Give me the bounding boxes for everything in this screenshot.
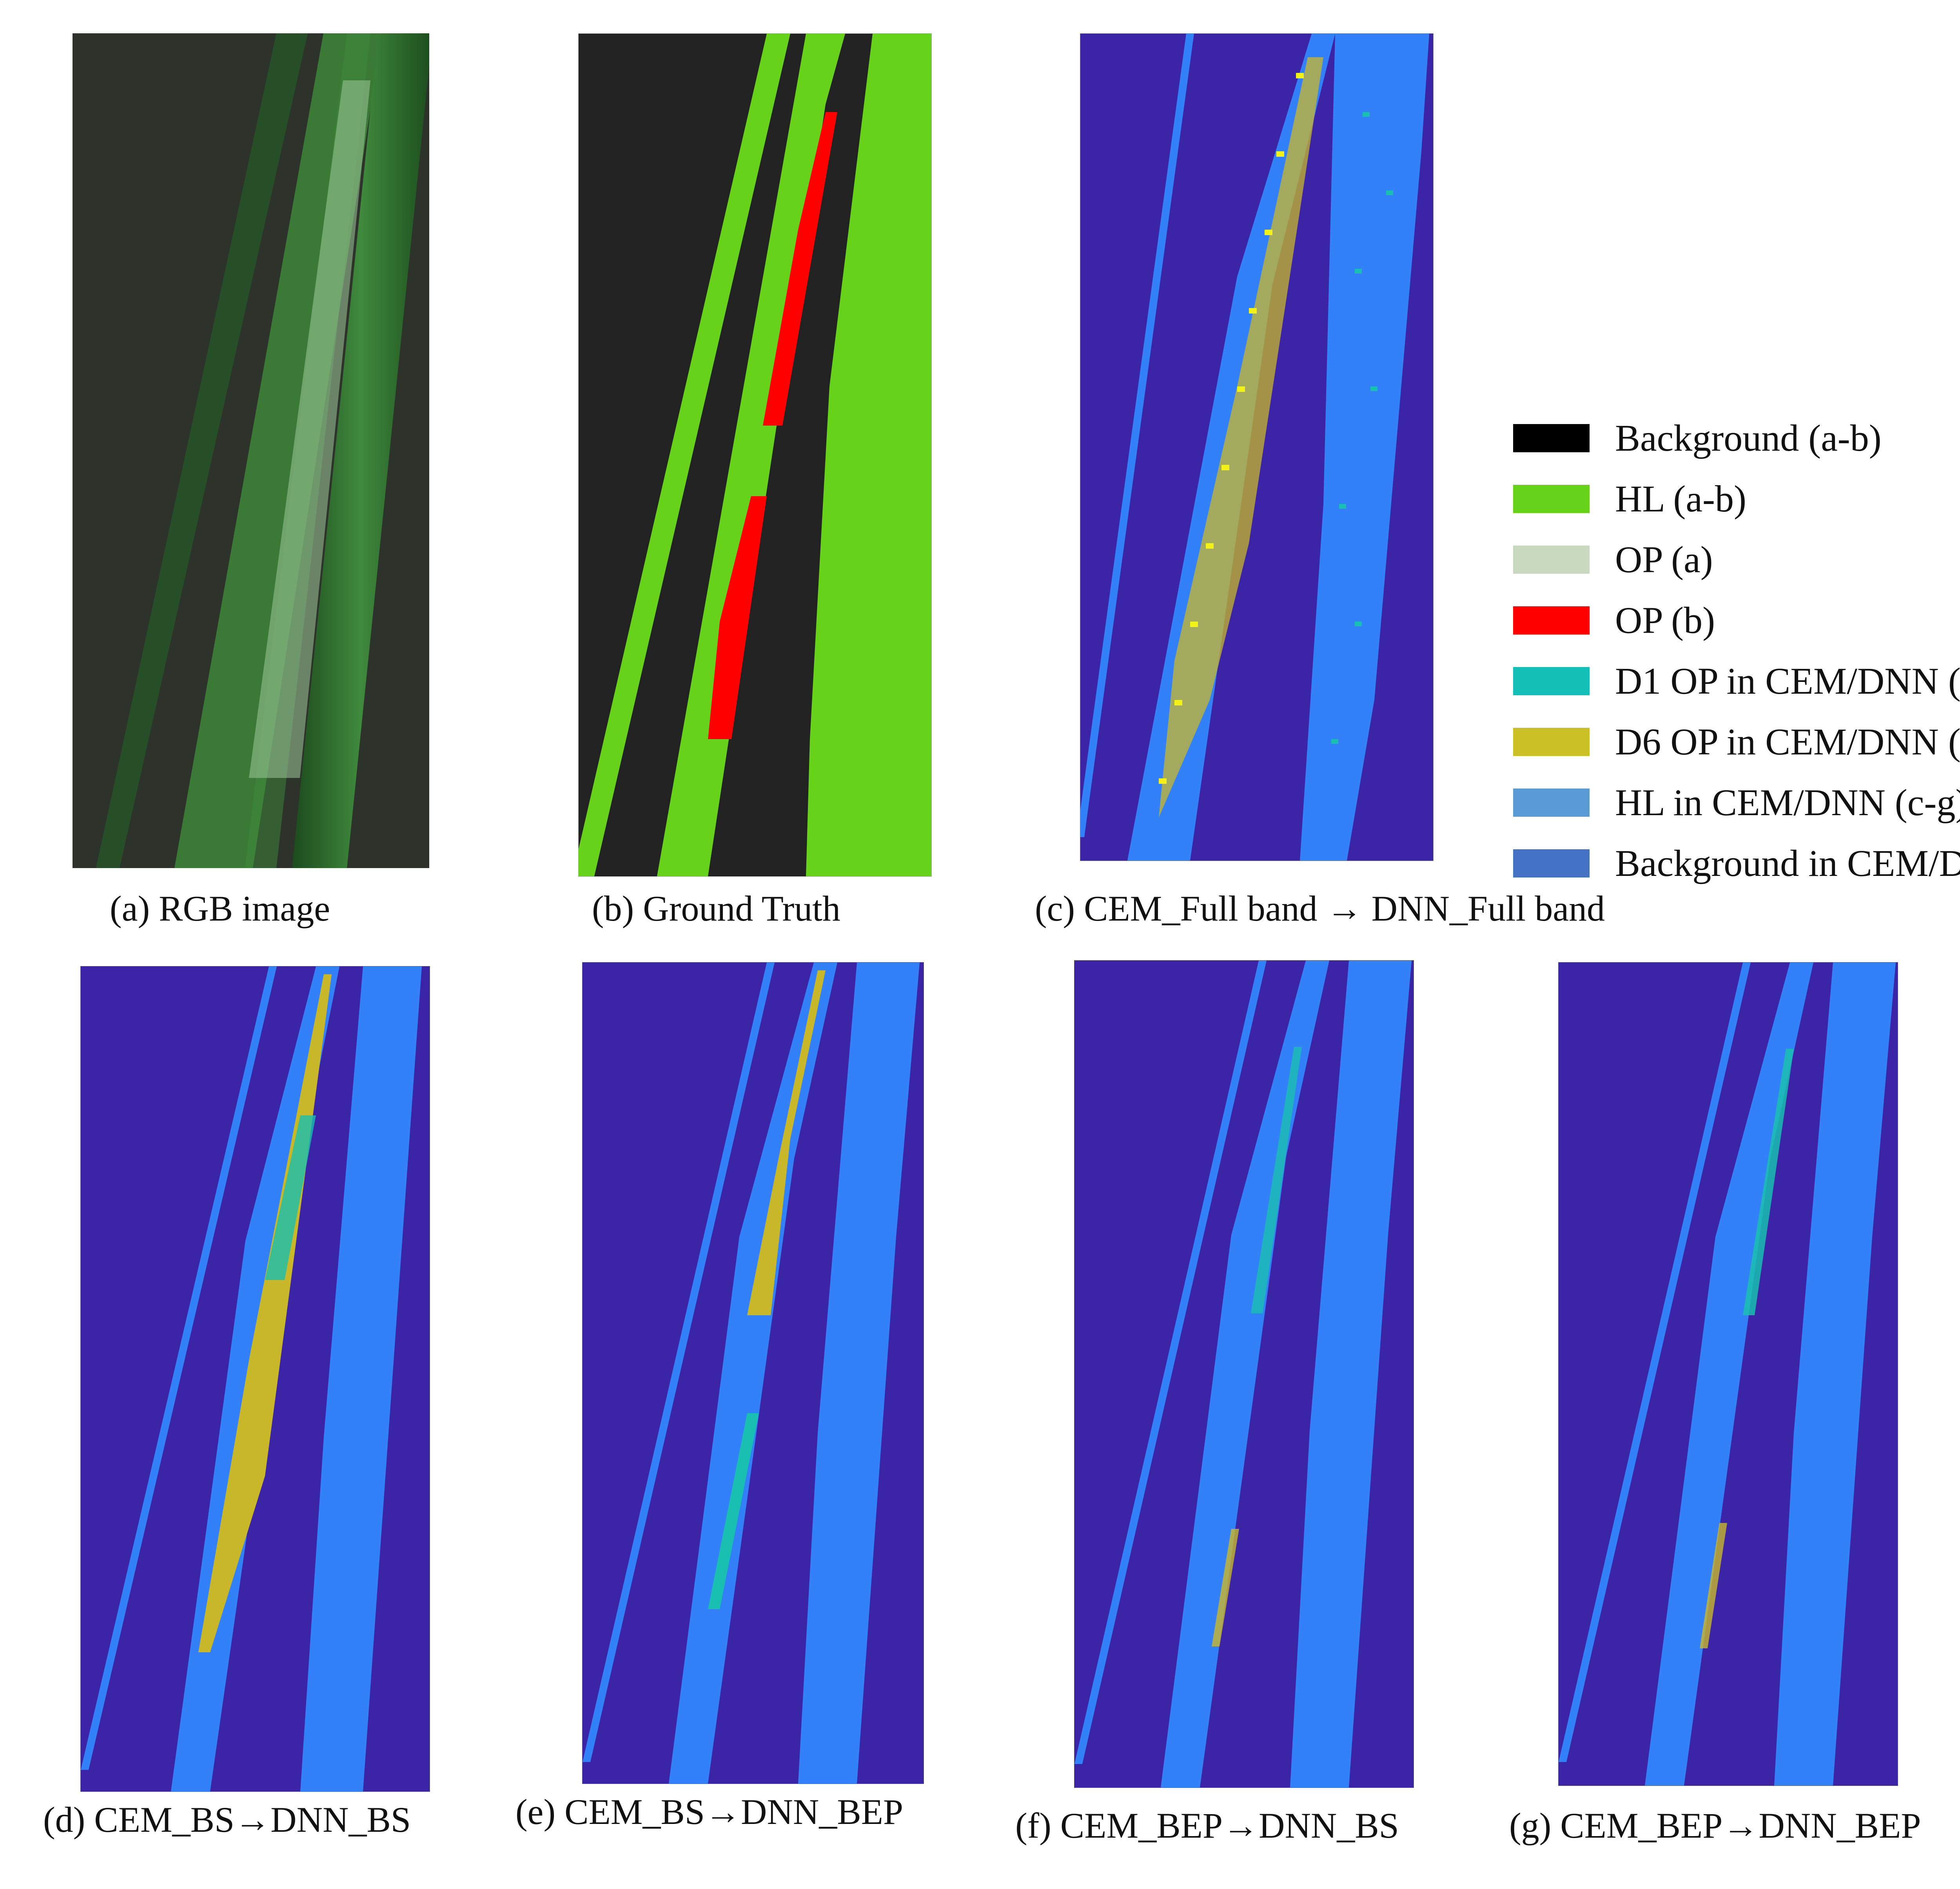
legend-label: OP (a) bbox=[1615, 538, 1713, 580]
legend-label: Background (a-b) bbox=[1615, 417, 1882, 459]
legend-label: Background in CEM/DNN (c-g) bbox=[1615, 842, 1960, 884]
legend-item: D1 OP in CEM/DNN (c-g) bbox=[1513, 651, 1960, 711]
rgb-leaf-image bbox=[73, 33, 429, 868]
legend-item: Background in CEM/DNN (c-g) bbox=[1513, 833, 1960, 894]
legend-label: HL (a-b) bbox=[1615, 478, 1746, 520]
classification-map-g bbox=[1559, 963, 1898, 1786]
panel-d bbox=[80, 966, 430, 1792]
legend-swatch bbox=[1513, 727, 1590, 756]
legend-item: OP (b) bbox=[1513, 590, 1960, 651]
caption-a: (a) RGB image bbox=[110, 888, 330, 928]
caption-e: (e) CEM_BS→DNN_BEP bbox=[515, 1792, 904, 1832]
legend-item: HL in CEM/DNN (c-g) bbox=[1513, 772, 1960, 833]
legend-label: D6 OP in CEM/DNN (c-g) bbox=[1615, 721, 1960, 763]
caption-b: (b) Ground Truth bbox=[592, 888, 840, 928]
classification-map-e bbox=[583, 963, 924, 1784]
panel-a-rgb-image bbox=[73, 33, 429, 868]
panel-b-ground-truth bbox=[578, 33, 932, 877]
panel-f bbox=[1074, 960, 1414, 1788]
legend-item: Background (a-b) bbox=[1513, 408, 1960, 468]
legend-item: OP (a) bbox=[1513, 529, 1960, 590]
legend-swatch bbox=[1513, 788, 1590, 817]
legend-label: HL in CEM/DNN (c-g) bbox=[1615, 781, 1960, 823]
legend-swatch bbox=[1513, 667, 1590, 695]
caption-c: (c) CEM_Full band → DNN_Full band bbox=[1035, 888, 1605, 928]
legend-swatch bbox=[1513, 606, 1590, 635]
classification-map-c bbox=[1080, 34, 1433, 861]
legend-swatch bbox=[1513, 484, 1590, 513]
legend-item: HL (a-b) bbox=[1513, 468, 1960, 529]
ground-truth-map bbox=[579, 34, 931, 876]
classification-map-f bbox=[1074, 961, 1414, 1787]
legend-swatch bbox=[1513, 424, 1590, 452]
caption-f: (f) CEM_BEP→DNN_BS bbox=[1015, 1806, 1399, 1845]
legend-item: D6 OP in CEM/DNN (c-g) bbox=[1513, 711, 1960, 772]
panel-g bbox=[1558, 962, 1898, 1786]
caption-g: (g) CEM_BEP→DNN_BEP bbox=[1509, 1806, 1921, 1845]
classification-map-d bbox=[81, 966, 430, 1791]
legend-swatch bbox=[1513, 849, 1590, 877]
legend-label: D1 OP in CEM/DNN (c-g) bbox=[1615, 660, 1960, 702]
legend-label: OP (b) bbox=[1615, 599, 1715, 641]
caption-d: (d) CEM_BS→DNN_BS bbox=[43, 1800, 411, 1840]
legend-swatch bbox=[1513, 545, 1590, 574]
legend: Background (a-b) HL (a-b) OP (a) OP (b) … bbox=[1513, 408, 1960, 894]
panel-c-full-band bbox=[1080, 33, 1434, 861]
panel-e bbox=[582, 962, 924, 1784]
